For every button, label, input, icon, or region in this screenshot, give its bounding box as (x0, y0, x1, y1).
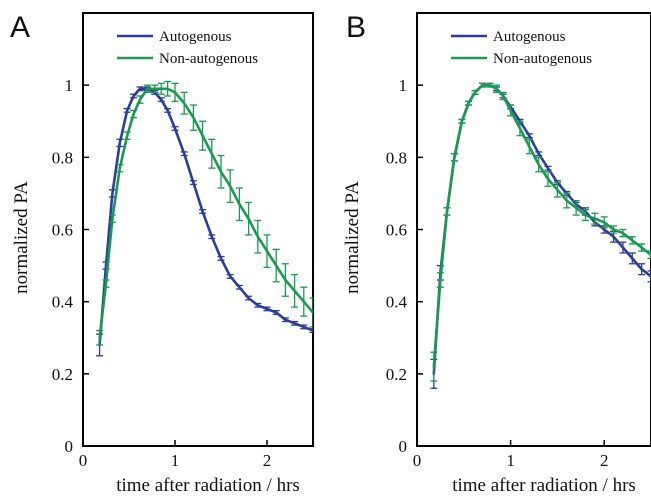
panel-label: B (346, 11, 366, 44)
panel-b: B 0 1 2 0 0.2 0.4 0.6 0.8 1 time after radiation /… (342, 11, 651, 496)
x-axis-label: time after radiation / hrs (452, 475, 636, 496)
series-line (432, 83, 651, 368)
y-tick-label: 0 (399, 437, 408, 456)
y-tick-label: 1 (399, 76, 408, 95)
non-autogenous-legend-label: Non-autogenous (493, 51, 592, 67)
legend: Autogenous Non-autogenous (117, 29, 258, 67)
y-tick-label: 0 (65, 437, 74, 456)
non-autogenous-legend-label: Non-autogenous (159, 51, 258, 67)
series-line (98, 87, 313, 347)
non-autogenous-series (96, 80, 313, 346)
x-tick-label: 0 (413, 451, 422, 470)
y-tick-label: 1 (65, 76, 74, 95)
panel-a: A 0 1 2 0 0.2 0.4 0.6 0.8 1 time after radiation /… (10, 11, 314, 496)
y-tick-label: 0.8 (52, 148, 73, 167)
y-tick-label: 0.4 (52, 293, 74, 312)
plot-frame (82, 12, 314, 447)
legend: Autogenous Non-autogenous (451, 29, 592, 67)
series-line (432, 83, 651, 376)
x-tick-label: 0 (79, 451, 88, 470)
x-tick-label: 1 (506, 451, 515, 470)
series-line (98, 87, 313, 340)
autogenous-legend-label: Autogenous (159, 29, 232, 45)
y-tick-label: 0.2 (386, 365, 407, 384)
autogenous-legend-label: Autogenous (493, 29, 566, 45)
y-tick-label: 0.6 (386, 221, 407, 240)
y-tick-label: 0.2 (52, 365, 73, 384)
y-axis-label: normalized PA (11, 181, 32, 294)
x-axis-label: time after radiation / hrs (116, 475, 300, 496)
y-axis-label: normalized PA (342, 181, 363, 294)
autogenous-series (430, 82, 651, 389)
autogenous-series (96, 86, 313, 357)
y-tick-label: 0.8 (386, 148, 407, 167)
x-tick-label: 2 (263, 451, 272, 470)
non-autogenous-series (430, 82, 651, 382)
x-tick-label: 1 (171, 451, 180, 470)
y-tick-label: 0.4 (386, 293, 408, 312)
y-tick-label: 0.6 (52, 221, 73, 240)
panel-label: A (10, 11, 30, 44)
x-tick-label: 2 (600, 451, 609, 470)
